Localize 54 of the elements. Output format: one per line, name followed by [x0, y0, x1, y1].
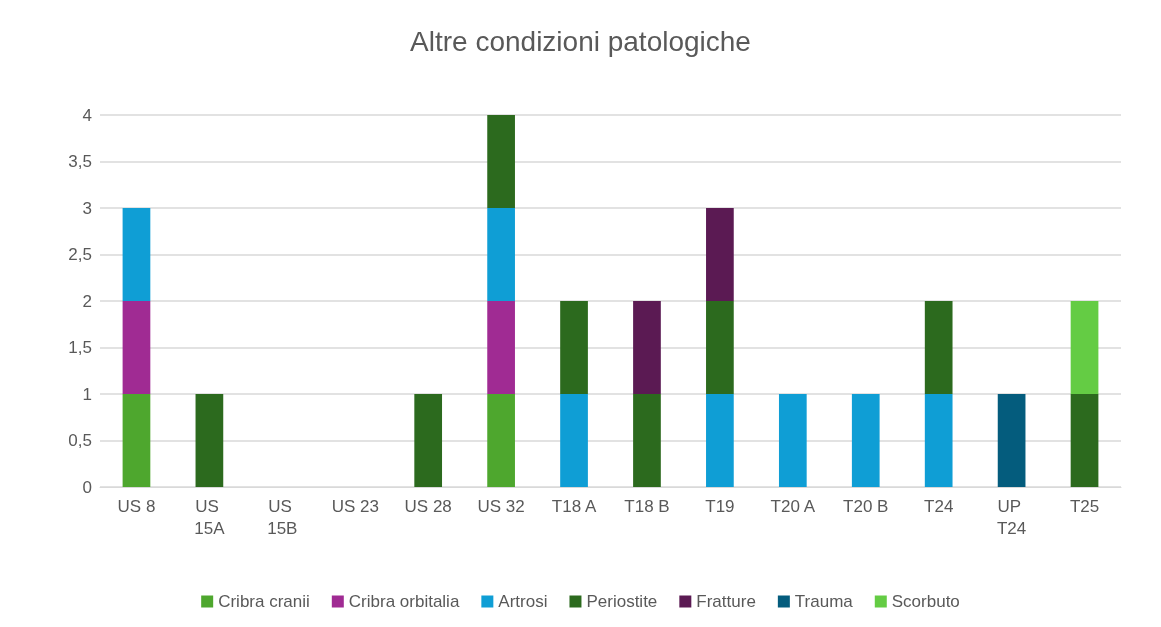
legend-label: Fratture: [696, 592, 756, 611]
x-tick-label: T19: [705, 496, 735, 516]
bar: [122, 208, 151, 301]
legend-label: Cribra orbitalia: [348, 592, 460, 611]
bar: [706, 208, 734, 301]
y-tick-label: 0,5: [68, 431, 92, 450]
x-tick-label: T20 B: [843, 496, 889, 516]
y-tick-label: 1: [82, 384, 92, 404]
bar: [633, 394, 661, 487]
legend-label: Trauma: [794, 592, 854, 611]
bar: [706, 394, 734, 487]
bar: [560, 394, 588, 487]
x-tick-label: T25: [1069, 496, 1100, 516]
x-tick-label: T24: [924, 496, 954, 516]
y-tick-label: 1,5: [68, 338, 92, 357]
x-tick-label: US 23: [331, 496, 379, 516]
y-tick-label: 2,5: [68, 245, 92, 264]
y-tick-label: 2: [82, 291, 92, 311]
x-tick-label: US 15B: [267, 496, 298, 538]
bar: [487, 394, 515, 487]
bar: [560, 301, 588, 394]
bar: [924, 394, 953, 487]
y-tick-label: 3: [82, 198, 92, 218]
y-tick-label: 4: [82, 105, 92, 125]
bar: [997, 394, 1026, 487]
legend-label: Artrosi: [498, 592, 548, 611]
bar: [122, 301, 151, 394]
x-tick-label: T18 B: [624, 496, 670, 516]
bar: [924, 301, 953, 394]
bar: [487, 301, 515, 394]
bar: [778, 394, 807, 487]
x-tick-label: T18 A: [551, 496, 597, 516]
y-tick-label: 0: [82, 477, 92, 497]
x-tick-label: T20 A: [770, 496, 816, 516]
bar: [633, 301, 661, 394]
bar: [487, 208, 515, 301]
bar: [1070, 301, 1099, 394]
bar: [706, 301, 734, 394]
chart-title: Altre condizioni patologiche: [410, 25, 751, 57]
x-tick-label: US 8: [117, 496, 156, 516]
bar: [414, 394, 443, 487]
legend-label: Scorbuto: [891, 592, 960, 611]
bar: [487, 115, 515, 208]
y-tick-label: 3,5: [68, 152, 92, 171]
bar: [195, 394, 224, 487]
x-tick-label: UP T24: [996, 496, 1027, 538]
legend-label: Periostite: [586, 592, 658, 611]
bar: [122, 394, 151, 487]
x-tick-label: US 28: [404, 496, 452, 516]
x-tick-label: US 32: [477, 496, 525, 516]
bar: [851, 394, 880, 487]
x-tick-label: US 15A: [194, 496, 226, 538]
bar: [1070, 394, 1099, 487]
legend-label: Cribra cranii: [218, 592, 310, 611]
